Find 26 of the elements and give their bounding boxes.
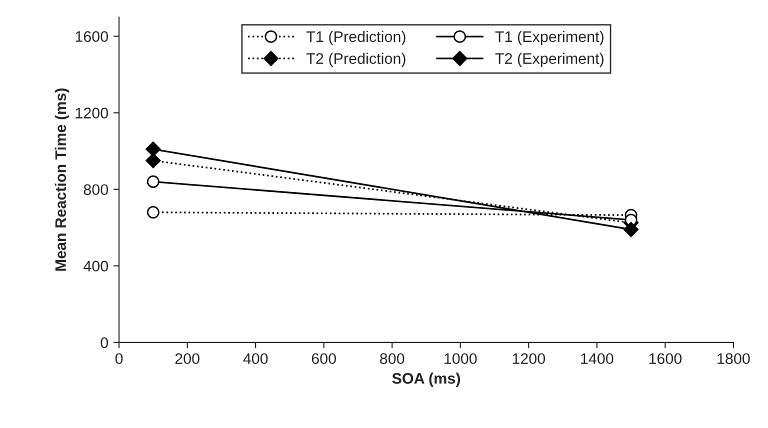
y-tick-label: 1600 <box>76 31 108 42</box>
x-tick-label: 1600 <box>649 353 682 364</box>
x-axis-title: SOA (ms) <box>392 372 460 387</box>
x-tick-label: 400 <box>243 353 268 364</box>
y-tick-label: 800 <box>84 184 108 196</box>
point <box>146 206 160 219</box>
x-tick-label: 1000 <box>444 353 477 364</box>
x-tick-label: 1800 <box>718 353 750 364</box>
x-tick-label: 800 <box>380 353 404 364</box>
x-tick-label: 1200 <box>512 353 546 364</box>
y-tick-label: 400 <box>83 260 108 272</box>
x-tick-label: 200 <box>175 353 200 364</box>
y-axis-title: Mean Reaction Time (ms) <box>54 88 70 271</box>
legend-label: T1 (Prediction) <box>306 30 406 46</box>
x-tick-label: 600 <box>312 353 336 364</box>
y-tick-label: 1200 <box>76 108 108 118</box>
legend-label: T2 (Prediction) <box>306 52 406 67</box>
point <box>623 222 639 238</box>
x-tick-label: 1400 <box>581 353 614 364</box>
y-tick-label: 0 <box>100 337 108 348</box>
legend-label: T2 (Experiment) <box>495 52 604 67</box>
point <box>146 175 160 188</box>
legend-label: T1 (Experiment) <box>495 30 604 46</box>
point <box>146 142 161 157</box>
x-tick-label: 0 <box>115 353 123 364</box>
point <box>146 153 161 168</box>
